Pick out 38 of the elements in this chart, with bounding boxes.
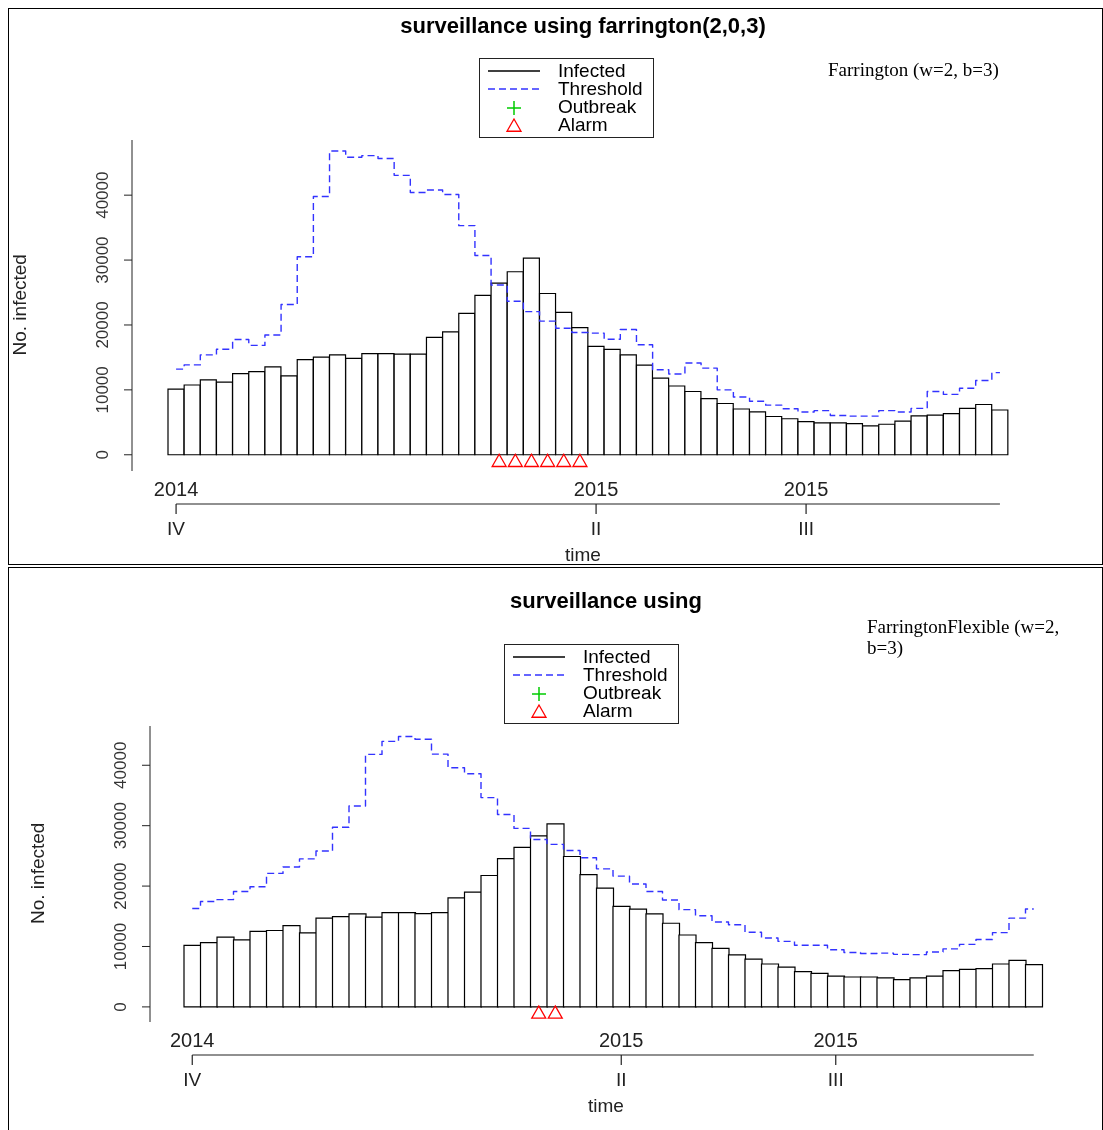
y-tick-label: 10000	[93, 366, 112, 414]
legend-label: Threshold	[583, 664, 668, 685]
y-tick-label: 10000	[111, 922, 130, 971]
y-axis-title: No. infected	[26, 822, 48, 924]
text: 2015	[599, 1029, 644, 1051]
x-tick-label: IV	[167, 518, 186, 539]
y-tick-label: 40000	[111, 741, 130, 789]
legend-label: Threshold	[558, 78, 643, 99]
legend-label: Infected	[583, 646, 651, 667]
x-tick-label: II	[590, 518, 602, 539]
legend-label: Infected	[558, 60, 626, 81]
x-axis-title: time	[588, 1095, 624, 1116]
y-tick-label: 20000	[111, 862, 130, 910]
y-tick-label: 40000	[93, 171, 112, 219]
x-tick-label: III	[798, 518, 814, 539]
chart-title: surveillance using	[509, 588, 703, 614]
text: 2015	[783, 478, 829, 500]
text: 2015	[813, 1029, 858, 1051]
text: FarringtonFlexible (w=2, b=3)	[867, 616, 1061, 658]
y-axis-title: No. infected	[8, 254, 30, 356]
x-tick-label: II	[615, 1069, 627, 1090]
y-tick-label: 30000	[111, 802, 130, 850]
text: 2014	[153, 478, 199, 500]
chart-title: surveillance using farrington(2,0,3)	[399, 13, 767, 39]
x-tick-label: III	[827, 1069, 844, 1090]
y-tick-label: 0	[93, 450, 112, 460]
legend-label: Alarm	[583, 700, 633, 721]
y-tick-label: 20000	[93, 301, 112, 349]
text: Farrington (w=2, b=3)	[828, 59, 1000, 80]
legend-label: Outbreak	[583, 682, 662, 703]
y-tick-label: 30000	[93, 236, 112, 284]
legend-label: Alarm	[558, 114, 608, 135]
x-axis-title: time	[565, 544, 601, 565]
text: 2014	[170, 1029, 215, 1051]
y-tick-label: 0	[111, 1002, 130, 1012]
legend-label: Outbreak	[558, 96, 637, 117]
text: 2015	[573, 478, 619, 500]
x-tick-label: IV	[183, 1069, 202, 1090]
